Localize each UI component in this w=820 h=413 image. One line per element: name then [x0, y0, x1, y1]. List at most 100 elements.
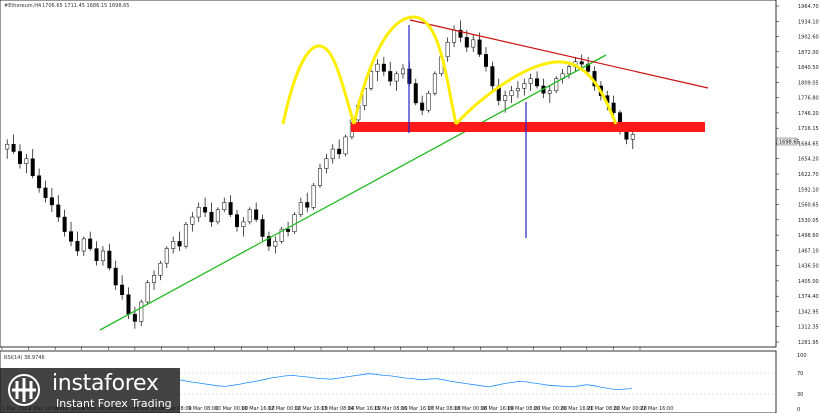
candle-body: [235, 214, 240, 227]
y-tick-label: 1467.10: [798, 248, 819, 254]
y-tick-label: 1622.70: [798, 172, 819, 178]
candle-body: [483, 54, 488, 67]
candle-body: [330, 148, 335, 160]
candle-body: [120, 284, 125, 295]
rsi-level-30-label: 30: [797, 392, 803, 398]
candle-body: [94, 248, 99, 261]
x-tick-label: 10 Mar 00:00: [215, 406, 248, 412]
candle-body: [177, 241, 182, 247]
candle-body: [420, 102, 425, 111]
neckline-support-zone: [351, 122, 705, 132]
x-tick-label: 20 Mar 00:00: [534, 406, 567, 412]
candle-body: [196, 207, 201, 218]
x-tick-label: 16 Mar 16:00: [401, 406, 434, 412]
candle-body: [317, 168, 323, 186]
right-shoulder-arc: [454, 60, 618, 126]
x-tick-label: 21 Mar 08:00: [587, 406, 620, 412]
x-tick-label: 22 Mar 00:00: [613, 406, 646, 412]
candle-body: [343, 136, 348, 155]
candle-body: [69, 231, 74, 242]
candle-body: [305, 202, 310, 208]
left-shoulder-arc: [281, 44, 356, 125]
candle-body: [222, 202, 227, 211]
candle-body: [566, 66, 571, 75]
candle-body: [509, 90, 514, 96]
candle-body: [432, 73, 437, 94]
price-axis: 1964.70 1934.10 1902.60 1872.00 1840.50 1809.…: [776, 4, 819, 346]
rsi-label: RSI(14) 38.9746: [4, 355, 45, 361]
candle-body: [254, 209, 259, 220]
y-tick-label: 1312.35: [798, 325, 819, 331]
candle-body: [579, 61, 584, 65]
x-tick-label: 14 Mar 16:00: [348, 406, 381, 412]
candle-body: [630, 134, 635, 140]
candle-body: [471, 39, 476, 48]
x-tick-label: 12 Mar 16:00: [294, 406, 327, 412]
y-tick-label: 1560.65: [798, 203, 819, 209]
y-tick-label: 1342.95: [798, 309, 819, 315]
y-tick-label: 1902.60: [798, 35, 819, 41]
y-tick-label: 1716.15: [798, 126, 819, 132]
candle-body: [228, 202, 233, 215]
candle-body: [152, 275, 157, 283]
candle-body: [215, 209, 220, 223]
candle-body: [100, 250, 105, 261]
candle-body: [324, 158, 329, 169]
y-tick-label: 1964.70: [798, 4, 819, 10]
candle-body: [490, 66, 495, 87]
candle-body: [17, 151, 22, 164]
ohlc-readout: 1706.65 1711.45 1686.15 1698.65: [42, 3, 129, 9]
y-tick-label: 1684.65: [798, 141, 819, 147]
candle-body: [126, 294, 131, 315]
candle-body: [535, 78, 540, 87]
head-arc: [352, 15, 458, 125]
candle-body: [394, 73, 399, 82]
candle-body: [171, 241, 176, 249]
y-tick-label: 1934.10: [798, 19, 819, 25]
x-tick-label: 9 Mar 08:00: [188, 406, 218, 412]
downtrend-line: [409, 19, 709, 89]
current-price-tag: 1698.65: [776, 137, 800, 146]
candle-body: [381, 63, 386, 72]
x-tick-label: 18 Mar 16:00: [481, 406, 514, 412]
x-tick-label: 13 Mar 08:00: [321, 406, 354, 412]
x-tick-label: 10 Mar 16:00: [241, 406, 274, 412]
x-tick-label: 19 Mar 08:00: [507, 406, 540, 412]
candle-body: [279, 228, 284, 242]
candle-body: [43, 187, 48, 198]
y-tick-label: 1498.60: [798, 233, 819, 239]
candle-body: [107, 250, 112, 269]
candle-body: [452, 29, 457, 43]
candle-body: [464, 37, 469, 48]
candle-body: [503, 95, 508, 101]
candle-body: [190, 216, 195, 225]
candle-body: [445, 42, 450, 58]
candle-body: [547, 90, 552, 94]
candle-body: [183, 224, 188, 247]
candle-body: [62, 216, 67, 232]
candle-body: [388, 71, 393, 82]
candle-body: [311, 185, 316, 208]
candle-body: [24, 158, 29, 164]
candle-body: [30, 158, 35, 177]
candle-body: [286, 228, 291, 232]
y-tick-label: 1436.50: [798, 264, 819, 270]
candle-body: [158, 262, 163, 276]
candle-body: [247, 209, 252, 223]
y-tick-label: 1654.20: [798, 157, 819, 163]
y-tick-label: 1405.00: [798, 279, 819, 285]
x-tick-label: 20 Mar 16:00: [560, 406, 593, 412]
candle-body: [515, 88, 520, 92]
candle-body: [400, 68, 405, 75]
rsi-level-0-label: 0: [797, 407, 800, 413]
candle-body: [37, 175, 42, 189]
brand-tagline: Instant Forex Trading: [56, 397, 172, 410]
rsi-level-70-label: 70: [797, 371, 803, 377]
candle-body: [298, 202, 303, 215]
candle-body: [241, 221, 246, 227]
candle-body: [260, 219, 265, 237]
candle-body: [75, 241, 80, 252]
candle-body: [88, 238, 93, 249]
brand-name: instaforex: [52, 371, 159, 396]
